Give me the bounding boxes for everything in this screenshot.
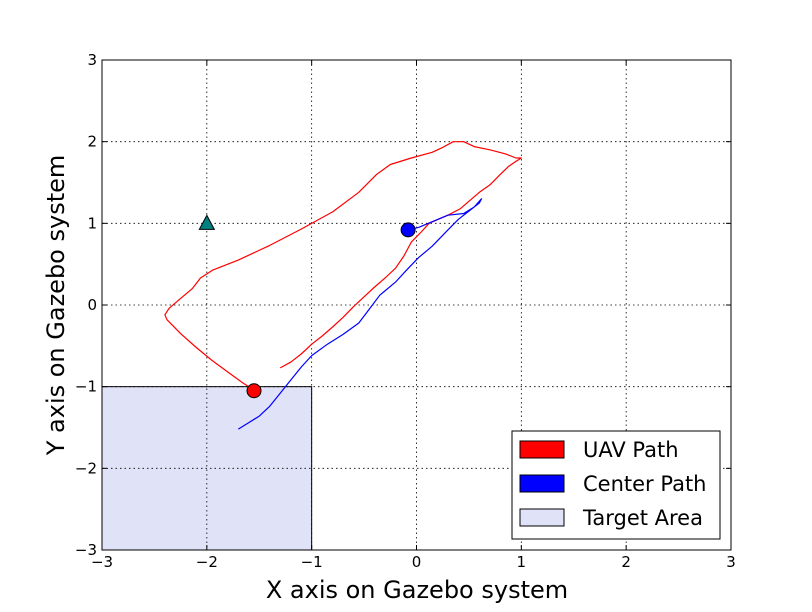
center-position-marker — [400, 222, 416, 238]
y-tick-label: −3 — [75, 541, 97, 559]
y-tick-label: −1 — [75, 378, 97, 396]
x-tick-label: −1 — [301, 553, 323, 571]
series-line-uav-path — [164, 141, 522, 391]
legend-swatch-uav-path — [519, 440, 565, 459]
legend-label-target-area: Target Area — [582, 506, 703, 530]
tick-layer: −3 −2 −1 0 1 2 3 −3 −2 −1 0 1 2 3 — [75, 51, 736, 571]
y-tick-label: 3 — [87, 51, 97, 69]
x-tick-label: −2 — [196, 553, 218, 571]
y-axis-label: Y axis on Gazebo system — [42, 155, 70, 457]
uav-position-marker — [246, 383, 262, 399]
legend-label-uav-path: UAV Path — [583, 438, 679, 462]
series-line-center-path — [237, 198, 483, 430]
x-tick-label: 3 — [726, 553, 736, 571]
x-tick-label: 1 — [517, 553, 527, 571]
legend-swatch-target-area — [519, 508, 565, 527]
x-tick-label: 2 — [621, 553, 631, 571]
x-tick-label: −3 — [91, 553, 113, 571]
target-point-marker — [198, 214, 216, 230]
series-layer — [164, 141, 522, 430]
x-tick-label: 0 — [412, 553, 422, 571]
y-tick-label: 1 — [87, 214, 97, 232]
marker-layer — [198, 214, 416, 399]
y-tick-label: 2 — [87, 133, 97, 151]
legend: UAV Path Center Path Target Area — [511, 430, 721, 540]
y-tick-label: 0 — [87, 296, 97, 314]
x-axis-label: X axis on Gazebo system — [266, 576, 568, 604]
legend-swatch-center-path — [519, 474, 565, 493]
legend-label-center-path: Center Path — [583, 472, 707, 496]
y-tick-label: −2 — [75, 459, 97, 477]
